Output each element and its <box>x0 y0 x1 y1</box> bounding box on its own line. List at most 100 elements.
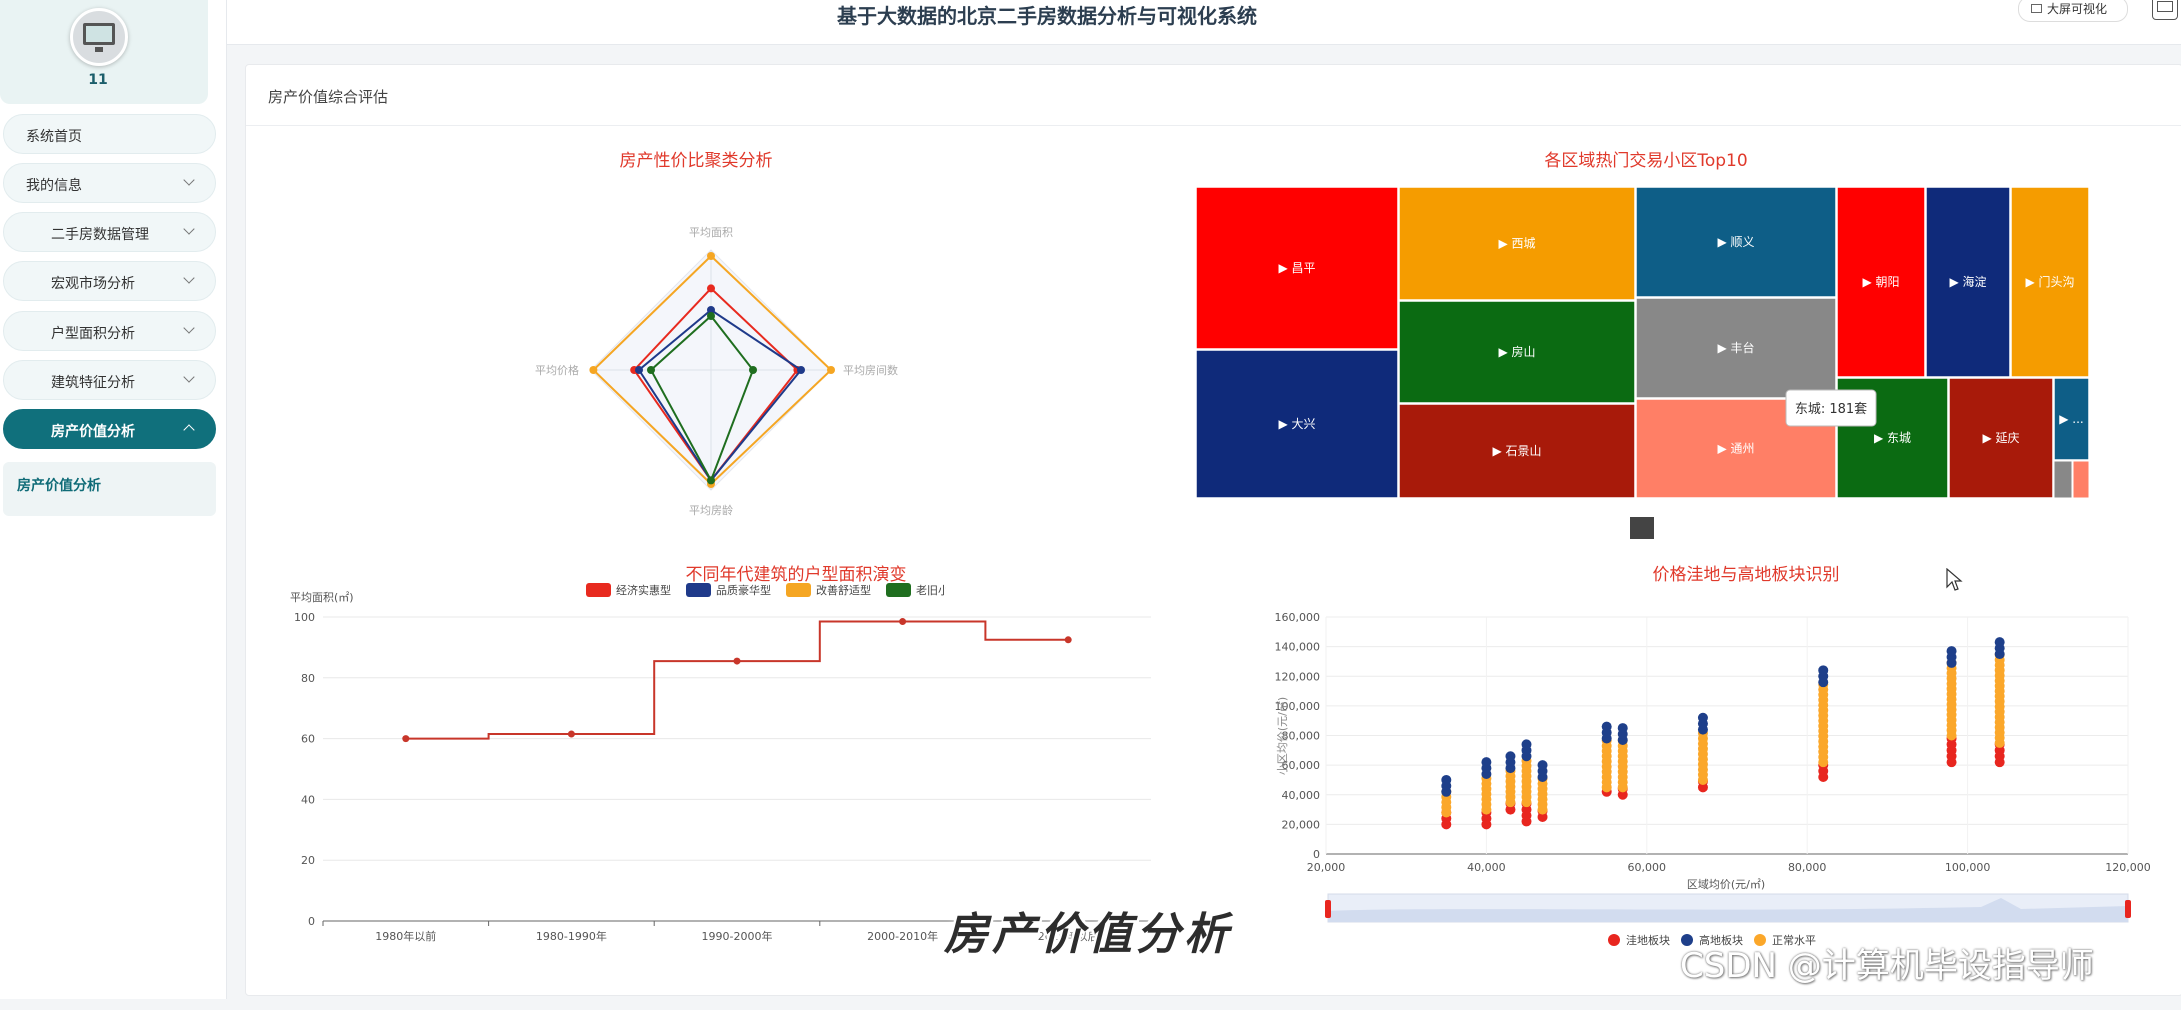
chevron-down-icon <box>183 322 195 334</box>
csdn-watermark: CSDN @计算机毕设指导师 <box>1680 946 2094 986</box>
sidebar-item-house-data[interactable]: 二手房数据管理 <box>3 212 216 252</box>
video-caption: 房产价值分析 <box>944 909 1232 960</box>
divider <box>246 125 2181 126</box>
legend-label: 正常水平 <box>1772 934 1816 947</box>
radar-point <box>647 366 655 374</box>
radar-indicator-label: 平均房间数 <box>843 364 898 377</box>
treemap-breadcrumb <box>1630 517 1654 539</box>
scatter-chart[interactable]: 020,00040,00060,00080,000100,000120,0001… <box>1226 580 2181 990</box>
scatter-point-high <box>1697 712 1708 723</box>
y-tick-label: 160,000 <box>1275 611 1321 624</box>
sidebar-item-home[interactable]: 系统首页 <box>3 114 216 154</box>
treemap-title: 各区域热门交易小区Top10 <box>1544 151 1748 171</box>
radar-title: 房产性价比聚类分析 <box>619 151 773 171</box>
step-line-chart[interactable]: 平均面积(㎡) 0 20 40 60 80 100 1980年以前 1980-1990年 1990… <box>276 580 1176 1010</box>
y-axis-label: 小区均价(元/㎡) <box>1276 697 1289 775</box>
legend-label: 品质豪华型 <box>716 583 771 597</box>
mouse-cursor-icon <box>1946 568 1963 591</box>
sidebar-item-layout-area[interactable]: 户型面积分析 <box>3 311 216 351</box>
radar-point <box>749 366 757 374</box>
sidebar-item-my-info[interactable]: 我的信息 <box>3 163 216 203</box>
screen-icon[interactable] <box>2152 0 2178 20</box>
sidebar-item-label: 二手房数据管理 <box>51 227 149 243</box>
radar-indicator-label: 平均价格 <box>535 363 579 377</box>
sidebar-item-label: 户型面积分析 <box>51 326 135 342</box>
treemap-cell <box>1398 403 1636 499</box>
scatter-title: 价格洼地与高地板块识别 <box>1652 565 1840 585</box>
treemap-label: ▶ 海淀 <box>1949 274 1986 289</box>
sidebar-item-building-features[interactable]: 建筑特征分析 <box>3 360 216 400</box>
chevron-up-icon <box>183 424 195 436</box>
chevron-down-icon <box>183 272 195 284</box>
treemap-label: ▶ 大兴 <box>1278 417 1315 431</box>
legend-label: 改善舒适型 <box>816 583 871 597</box>
radar-point <box>827 366 835 374</box>
sidebar-item-label: 建筑特征分析 <box>51 375 135 391</box>
top-header: 基于大数据的北京二手房数据分析与可视化系统 大屏可视化 <box>227 0 2181 45</box>
radar-point <box>707 312 715 320</box>
radar-point <box>797 366 805 374</box>
treemap-cell <box>1635 186 1837 298</box>
treemap-label: ▶ 门头沟 <box>2025 274 2074 289</box>
x-tick-label: 40,000 <box>1467 861 1506 874</box>
sidebar-item-property-value[interactable]: 房产价值分析 <box>3 409 216 449</box>
treemap-cell <box>1635 297 1837 399</box>
step-point <box>1064 636 1072 644</box>
x-tick-label: 1980-1990年 <box>536 929 607 943</box>
y-tick-label: 80 <box>301 672 315 685</box>
legend-swatch <box>886 583 911 597</box>
treemap-cell <box>1948 377 2054 499</box>
scatter-point-high <box>1537 760 1548 771</box>
treemap-chart[interactable]: ▶ 昌平 ▶ 大兴 ▶ 西城 ▶ 房山 ▶ 石景山 ▶ 顺义 ▶ 丰台 ▶ 通州 ▶ 朝阳 ▶ 海… <box>1196 185 2096 605</box>
chevron-down-icon <box>183 223 195 235</box>
scatter-point-high <box>1617 723 1628 734</box>
treemap-label: ▶ 西城 <box>1498 237 1535 251</box>
treemap-label: ▶ ... <box>2059 412 2084 426</box>
radar-point <box>707 476 715 485</box>
datazoom-handle-left <box>1325 900 1331 918</box>
legend-swatch <box>686 583 711 597</box>
legend-marker <box>1754 934 1766 946</box>
treemap-cell <box>1398 300 1636 404</box>
treemap-label: ▶ 通州 <box>1717 442 1754 456</box>
bigscreen-button[interactable]: 大屏可视化 <box>2018 0 2128 22</box>
legend-swatch <box>786 583 811 597</box>
treemap-cell <box>2010 186 2090 378</box>
x-tick-label: 20,000 <box>1307 861 1346 874</box>
radar-indicator-label: 平均面积 <box>689 226 733 239</box>
x-tick-label: 80,000 <box>1788 861 1827 874</box>
datazoom-handle-right <box>2125 900 2131 918</box>
y-tick-label: 120,000 <box>1275 670 1321 683</box>
x-tick-label: 100,000 <box>1945 861 1991 874</box>
step-point <box>899 618 907 626</box>
y-tick-label: 140,000 <box>1275 641 1321 654</box>
x-tick-label: 120,000 <box>2105 861 2151 874</box>
x-axis-label: 区域均价(元/㎡) <box>1687 878 1765 891</box>
y-axis-label: 平均面积(㎡) <box>290 591 354 604</box>
treemap-label: ▶ 朝阳 <box>1862 275 1899 289</box>
step-title: 不同年代建筑的户型面积演变 <box>685 565 907 585</box>
avatar[interactable] <box>70 8 128 66</box>
x-tick-label: 1990-2000年 <box>702 929 773 943</box>
treemap-cell <box>2053 377 2090 461</box>
y-tick-label: 100,000 <box>1275 700 1321 713</box>
step-point <box>567 730 575 738</box>
legend-label: 经济实惠型 <box>616 583 671 597</box>
x-tick-label: 1980年以前 <box>375 929 436 943</box>
sidebar-subitem-property-value[interactable]: 房产价值分析 <box>3 462 216 516</box>
y-tick-label: 0 <box>308 915 315 928</box>
scatter-point-high <box>1521 739 1532 750</box>
sidebar-item-macro-market[interactable]: 宏观市场分析 <box>3 261 216 301</box>
treemap-label: ▶ 房山 <box>1498 344 1535 359</box>
chevron-down-icon <box>183 174 195 186</box>
x-tick-label: 2010年以后 <box>1038 929 1099 943</box>
x-tick-label: 60,000 <box>1628 861 1667 874</box>
y-tick-label: 40,000 <box>1282 789 1321 802</box>
scatter-point-high <box>1481 757 1492 768</box>
chevron-down-icon <box>183 371 195 383</box>
y-tick-label: 20 <box>301 854 315 867</box>
legend-marker <box>1681 934 1693 946</box>
sidebar-item-label: 宏观市场分析 <box>51 276 135 292</box>
legend-label: 高地板块 <box>1699 933 1743 947</box>
